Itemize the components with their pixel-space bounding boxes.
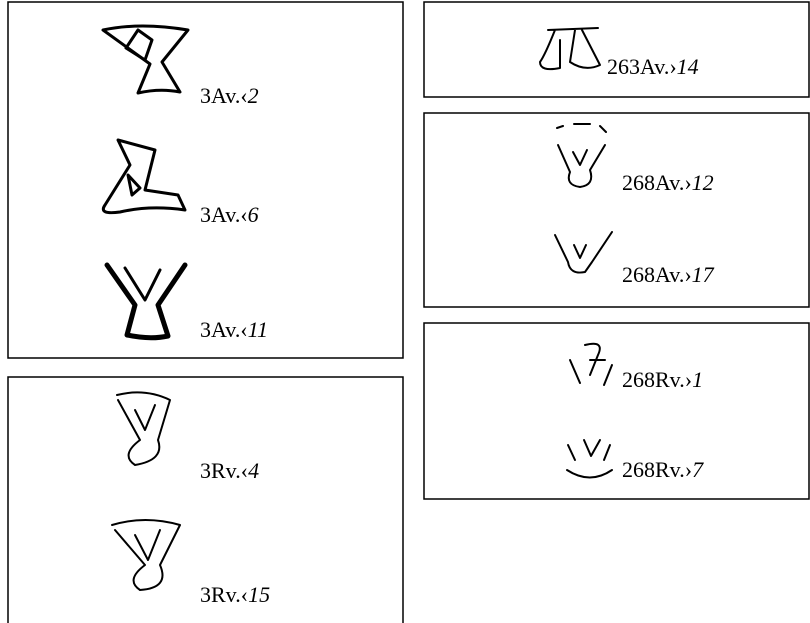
glyph [104,262,188,341]
glyph [556,123,607,188]
ref: 3Av.‹ [200,202,248,227]
panel-box [423,1,810,98]
label: 263Av.›14 [607,54,699,79]
glyph [539,27,601,71]
glyph [554,231,613,274]
label: 268Av.›17 [622,262,715,287]
label: 3Av.‹2 [200,83,259,108]
num: 7 [692,457,704,482]
ref: 3Rv.‹ [200,458,248,483]
num: 1 [692,367,703,392]
glyph [111,519,181,591]
num: 11 [248,317,268,342]
label: 3Rv.‹15 [200,582,270,607]
num: 4 [248,458,259,483]
ref: 263Av.› [607,54,677,79]
panel-box [7,1,404,359]
panel-box [423,112,810,308]
num: 15 [248,582,270,607]
num: 12 [692,170,714,195]
glyph [569,342,613,386]
num: 2 [248,83,259,108]
label: 268Rv.›1 [622,367,703,392]
glyph [101,24,190,95]
glyph [101,138,187,215]
label: 3Av.‹6 [200,202,259,227]
ref: 268Av.› [622,170,692,195]
panel-box [7,376,404,623]
label: 268Av.›12 [622,170,714,195]
ref: 268Rv.› [622,367,692,392]
ref: 3Av.‹ [200,83,248,108]
glyph [566,439,613,479]
ref: 3Av.‹ [200,317,248,342]
num: 6 [248,202,259,227]
glyph [116,391,171,466]
ref: 268Av.› [622,262,692,287]
panel-box [423,322,810,500]
ref: 3Rv.‹ [200,582,248,607]
ref: 268Rv.› [622,457,692,482]
label: 3Av.‹11 [200,317,268,342]
num: 17 [692,262,715,287]
label: 3Rv.‹4 [200,458,259,483]
label: 268Rv.›7 [622,457,704,482]
num: 14 [677,54,699,79]
